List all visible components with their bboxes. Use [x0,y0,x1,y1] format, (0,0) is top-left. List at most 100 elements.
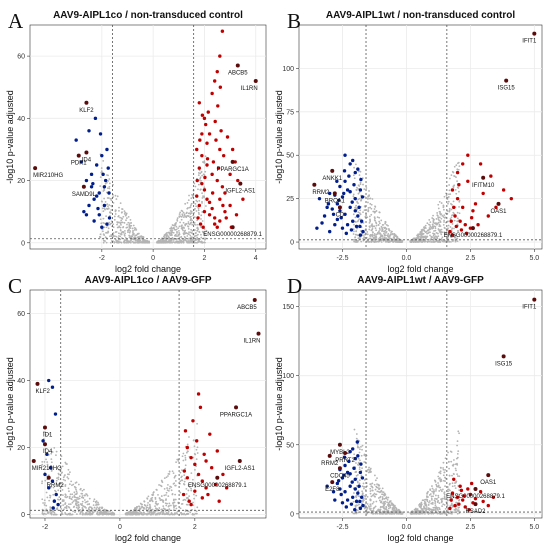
ns-point [104,200,107,203]
down-point [320,221,324,225]
up-point [491,495,496,499]
ns-point [378,211,381,214]
ns-point [362,222,365,224]
ns-point [128,240,130,243]
up-point [216,166,221,170]
ns-point [185,211,188,214]
ns-point [71,501,74,504]
up-point [223,209,227,214]
ns-point [442,474,445,477]
ns-point [196,223,199,226]
ns-point [410,512,413,515]
ns-point [187,212,190,215]
labeled-point [215,475,220,480]
down-point [356,214,360,218]
ns-point [353,492,355,494]
ns-point [444,233,447,236]
gene-label: E2F8 [325,487,340,493]
ns-point [432,492,435,495]
ns-point [397,512,400,515]
ns-point [378,220,381,223]
ns-point [101,207,104,210]
ns-point [376,477,378,480]
ns-point [66,463,68,465]
down-point [359,219,364,223]
ns-point [375,210,378,212]
ns-point [110,513,113,516]
ns-point [122,215,125,218]
gene-label: IGFL2-AS1 [225,189,256,195]
ns-point [151,500,154,503]
ns-point [371,240,374,242]
ns-point [393,509,395,512]
ns-point [383,503,386,506]
ns-point [358,503,360,506]
ns-point [450,460,453,463]
ns-point [196,219,199,222]
ns-point [167,475,169,477]
up-point [463,505,467,509]
ns-point [384,234,387,237]
ns-point [369,505,372,507]
ns-point [431,501,434,504]
ns-point [375,485,378,488]
ns-point [440,239,443,242]
gene-label: OAS1 [491,209,508,215]
ns-point [115,235,118,238]
ns-point [369,503,372,506]
ns-point [194,512,197,515]
ns-point [53,446,56,449]
ns-point [62,500,65,502]
ns-point [444,508,447,510]
ns-point [99,176,102,179]
ns-point [152,513,154,516]
ns-point [205,234,207,237]
ns-point [433,233,436,235]
down-point [96,206,100,211]
up-point [207,132,212,136]
ns-point [458,475,461,478]
ns-point [143,504,146,506]
ns-point [139,512,141,515]
ns-point [376,483,378,486]
up-point [196,392,201,396]
ns-point [378,232,381,235]
ns-point [429,512,432,514]
ns-point [447,200,450,203]
up-point [473,496,478,501]
ns-point [437,228,440,230]
ns-point [355,241,358,243]
ns-point [68,490,70,493]
ns-point [81,500,84,503]
labeled-point [330,168,335,173]
ns-point [107,207,110,210]
labeled-point [337,205,342,210]
ns-point [374,227,377,230]
ns-point [367,197,369,200]
up-point [205,141,209,145]
ns-point [363,453,366,456]
ns-point [373,483,376,486]
ns-point [130,222,133,224]
labeled-point [42,425,47,430]
ns-point [74,493,77,496]
ns-point [168,487,171,490]
ns-point [196,446,199,449]
ns-point [433,489,435,491]
ns-point [66,495,69,498]
ns-point [434,494,437,497]
panel-c: ABCB5IL1RNPPARGC1AIGFL2-AS1ENSG000002688… [5,274,267,543]
down-point [351,219,355,223]
ns-point [81,508,84,511]
ns-point [185,240,188,243]
ns-point [201,197,204,199]
gene-label: ENSG00000268879.1 [203,232,262,238]
ns-point [123,221,126,224]
ns-point [427,229,430,232]
ns-point [128,510,131,513]
ns-point [81,489,84,492]
ns-point [441,214,444,217]
gene-label: RRM2 [321,461,339,467]
gene-label: IFIT1 [522,39,537,45]
ns-point [374,474,376,477]
